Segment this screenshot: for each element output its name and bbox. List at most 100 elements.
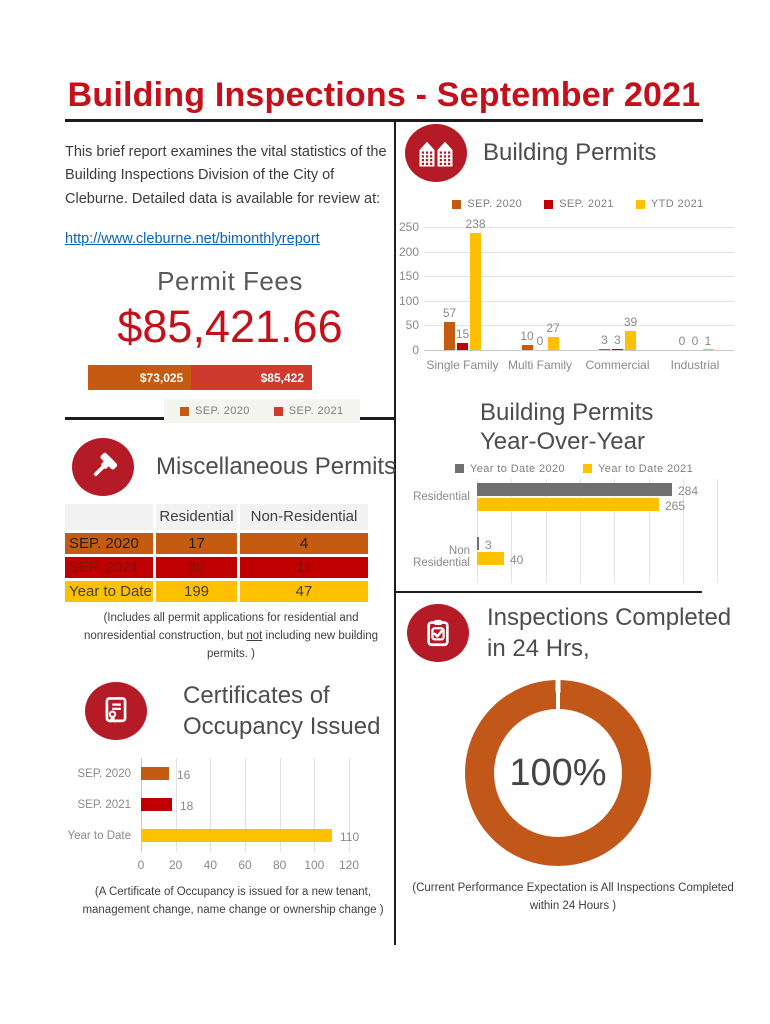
title-divider [65,119,703,122]
legend-item: SEP. 2020 [180,405,250,417]
y-axis-tick-label: 200 [398,244,419,259]
certificate-icon [85,682,147,741]
building-permits-column-chart: 0 50 100 150 200 250 57 15 238 Single Family 10 0 27… [398,217,746,376]
note-text: management change, name change or owners… [82,904,384,917]
column-bar [702,349,714,350]
permit-fees-heading: Permit Fees [157,266,303,296]
x-axis-tick-label: 80 [272,858,287,873]
column-bar [625,331,636,350]
note-text: (Current Performance Expectation is All … [412,882,734,895]
building-permits-header: Building Permits [405,124,746,182]
bar-value-label: 10 [520,329,534,343]
building-permits-section: Building Permits SEP. 2020 SEP. 2021 YTD 2… [398,124,746,376]
legend-swatch [180,406,189,416]
category-label: Multi Family [507,358,572,372]
legend-label: SEP. 2020 [195,405,250,417]
table-cell: 4 [240,533,368,554]
bar [477,536,479,550]
gridline [424,325,734,327]
bimonthly-report-link[interactable]: http://www.cleburne.net/bimonthlyreport [65,231,320,248]
category-label: SEP. 2021 [77,799,131,812]
legend-item: SEP. 2021 [544,198,614,210]
legend-label: Year to Date 2020 [470,462,566,475]
bar-value-label: 0 [691,334,699,348]
heading-line: in 24 Hrs, [487,635,590,663]
gridline [349,758,350,853]
bar-value-label: 15 [455,327,470,341]
bar-value-label: 0 [678,334,686,348]
note-underlined-word: not [246,629,263,642]
intro-text: This brief report examines the vital sta… [65,144,387,207]
gridline [210,758,212,853]
permit-fees-legend: SEP. 2020 SEP. 2021 [164,399,360,423]
table-cell: 30 [156,557,237,578]
bar [141,767,169,781]
permit-fees-section: Permit Fees $85,421.66 $73,025 $85,422 SE… [65,266,395,423]
legend-label: Year to Date 2021 [598,462,694,475]
bar-value-label: 3 [601,333,608,347]
gridline [424,227,734,228]
right-section-divider [396,591,702,593]
note-text: including new building permits. ) [207,629,379,660]
gridline [545,478,547,583]
gridline [424,300,734,302]
table-row-label: SEP. 2021 [65,557,153,578]
building-permits-heading: Building Permits [483,139,657,167]
gridline [424,350,734,351]
bar [141,829,332,843]
column-bar [547,337,559,350]
column-bar [457,343,468,350]
misc-permits-heading: Miscellaneous Permits [156,453,397,481]
gridline [424,251,734,253]
certificates-heading: Certificates of Occupancy Issued [183,680,380,742]
x-axis-tick-label: 120 [338,858,360,873]
gridline [511,478,513,583]
column-bar [599,349,610,350]
legend-item: Year to Date 2020 [455,463,565,475]
bar [477,497,659,511]
legend-label: YTD 2021 [650,198,704,210]
y-axis-tick-label: 150 [398,269,419,284]
misc-permits-section: Miscellaneous Permits Residential Non-Res… [65,432,397,663]
bar-value-label: 16 [177,768,191,783]
legend-swatch [273,406,283,416]
gridline [580,478,582,583]
heading-line: Occupancy Issued [183,713,381,741]
bar-value-label: 238 [465,217,486,231]
gridline [175,758,177,853]
bar-value-label: 3 [485,537,492,552]
note-text: (A Certificate of Occupancy is issued fo… [94,886,372,899]
bar [477,551,504,565]
y-axis-tick-label: 50 [405,318,419,333]
y-axis-tick-label: 250 [398,220,419,234]
table-row-label: Year to Date [65,581,153,602]
category-label: Industrial [670,358,720,372]
gridline [245,758,246,853]
heading-line: Year-Over-Year [480,428,645,456]
x-axis-tick-label: 60 [238,858,252,873]
stacked-bar-segment: $73,025 [88,365,192,390]
column-bar [521,345,533,350]
gridline [648,478,650,583]
heading-line: Inspections Completed [487,604,732,631]
stacked-bar-segment: $85,422 [191,365,312,390]
x-axis-tick-label: 100 [304,858,325,873]
yoy-heading: Building Permits Year-Over-Year [480,398,746,457]
category-label: Single Family [426,358,499,372]
legend-swatch [583,464,593,474]
table-cell: 47 [240,581,368,602]
inspections-section: Inspections Completed in 24 Hrs, 100% (Cu… [400,598,746,916]
bar-value-label: 265 [665,498,686,513]
heading-line: Certificates of [183,682,330,709]
gridline [314,758,316,853]
column-bar [470,233,481,350]
bar-value-label: 18 [180,799,194,814]
note-text: (Includes all permit applications for re… [83,612,359,642]
yoy-bar-chart: Residential 284 265 Non Residential 3 40 [400,478,746,589]
table-cell: 17 [156,533,237,554]
buildings-icon [405,124,467,182]
legend-item: YTD 2021 [635,198,704,210]
yoy-legend: Year to Date 2020 Year to Date 2021 [455,463,746,475]
hammer-icon [72,438,134,496]
page-title: Building Inspections - September 2021 [67,76,701,114]
